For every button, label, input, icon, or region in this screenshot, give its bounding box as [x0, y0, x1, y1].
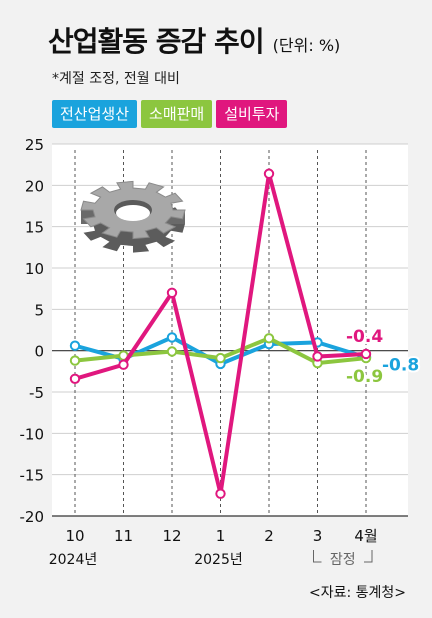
data-point — [263, 168, 275, 179]
y-tick-label: -5 — [29, 384, 44, 402]
legend-item-facility: 설비투자 — [216, 100, 288, 128]
year-label: 2024년 — [49, 552, 98, 568]
data-point — [360, 348, 372, 360]
y-tick-label: 0 — [34, 343, 44, 361]
x-tick-label: 2 — [264, 527, 274, 545]
data-point — [166, 332, 178, 343]
x-tick-label: 12 — [162, 527, 181, 545]
legend-item-retail: 소매판매 — [141, 100, 213, 128]
data-point — [263, 333, 275, 344]
end-value-label: -0.4 — [346, 327, 383, 347]
y-tick-label: 5 — [34, 301, 44, 319]
preliminary-bracket-left — [313, 550, 322, 563]
unit-label: (단위: %) — [272, 36, 341, 55]
year-label: 2025년 — [194, 552, 243, 568]
y-tick-label: -20 — [20, 508, 45, 526]
data-point — [166, 287, 178, 298]
chart-note: *계절 조정, 전월 대비 — [52, 71, 180, 87]
end-value-label: -0.9 — [346, 367, 383, 387]
x-tick-label: 4월 — [354, 527, 377, 545]
y-tick-label: -15 — [20, 467, 45, 485]
data-point — [118, 359, 129, 370]
preliminary-label: 잠정 — [330, 552, 356, 568]
gear-icon — [80, 180, 186, 253]
y-tick-label: 10 — [25, 260, 44, 278]
gear-hole-inner — [116, 205, 150, 221]
data-point — [69, 340, 81, 351]
y-tick-label: 25 — [25, 136, 44, 154]
x-tick-label: 10 — [65, 527, 84, 545]
data-point — [215, 488, 226, 499]
legend: 전산업생산 소매판매 설비투자 — [52, 100, 288, 128]
y-tick-label: 20 — [25, 177, 44, 195]
x-tick-label: 1 — [216, 527, 226, 545]
y-tick-label: -10 — [20, 425, 45, 443]
chart-title: 산업활동 증감 추이 — [48, 25, 265, 58]
end-value-label: -0.8 — [382, 355, 419, 375]
preliminary-bracket-right — [364, 550, 373, 563]
data-point — [312, 351, 323, 362]
x-tick-label: 11 — [114, 527, 133, 545]
legend-item-industrial: 전산업생산 — [52, 100, 138, 128]
source-label: <자료: 통계청> — [308, 585, 406, 601]
y-tick-label: 15 — [25, 219, 44, 237]
data-point — [215, 352, 226, 364]
data-point — [69, 355, 81, 366]
data-point — [69, 373, 81, 384]
data-point — [166, 346, 178, 357]
x-tick-label: 3 — [313, 527, 323, 545]
